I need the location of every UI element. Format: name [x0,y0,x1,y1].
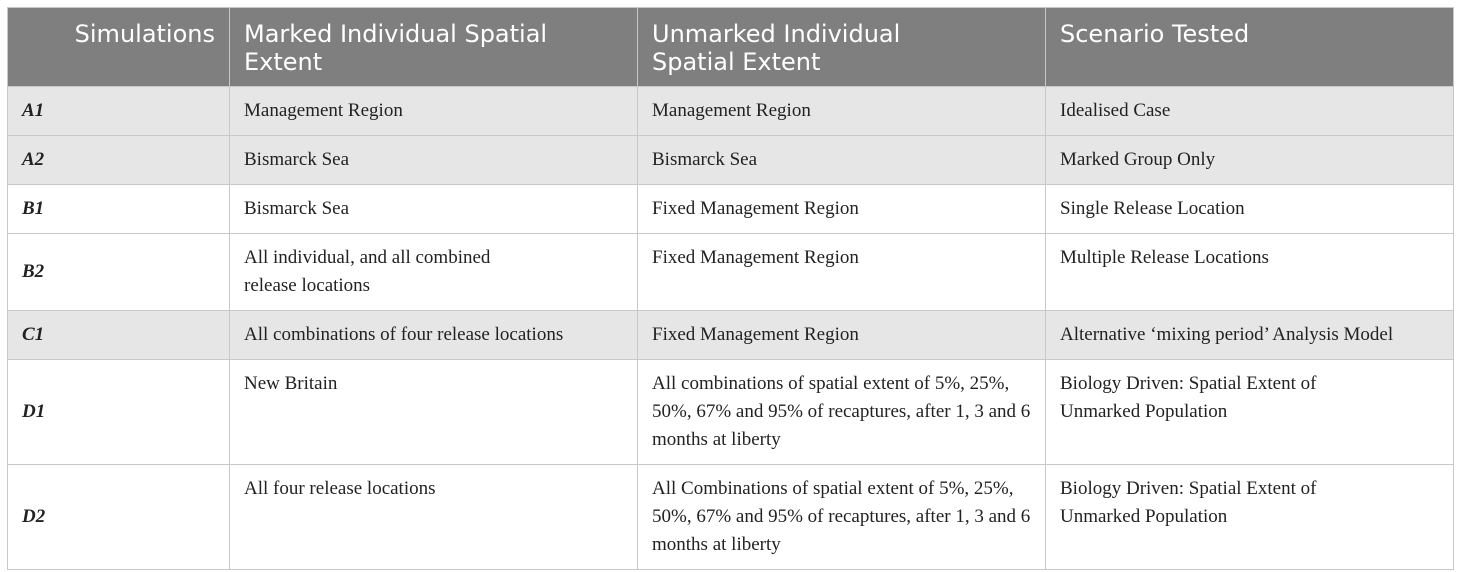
unmarked-extent-cell: Fixed Management Region [637,310,1046,360]
simulations-table: Simulations Marked Individual Spatial Ex… [7,7,1454,570]
scenario-cell: Biology Driven: Spatial Extent of Unmark… [1045,359,1454,465]
unmarked-extent-cell: Fixed Management Region [637,184,1046,234]
table-row: A2 Bismarck Sea Bismarck Sea Marked Grou… [7,135,1454,185]
scenario-cell: Alternative ‘mixing period’ Analysis Mod… [1045,310,1454,360]
simulation-id: C1 [7,310,230,360]
header-unmarked-extent-text: Unmarked Individual Spatial Extent [652,20,901,76]
table-row: A1 Management Region Management Region I… [7,86,1454,136]
header-simulations: Simulations [7,7,230,87]
table-row: B1 Bismarck Sea Fixed Management Region … [7,184,1454,234]
table-row: D2 All four release locations All Combin… [7,464,1454,570]
unmarked-extent-cell: Fixed Management Region [637,233,1046,311]
marked-extent-cell: All combinations of four release locatio… [229,310,638,360]
unmarked-extent-cell: All Combinations of spatial extent of 5%… [637,464,1046,570]
header-marked-extent: Marked Individual Spatial Extent [229,7,638,87]
unmarked-extent-cell: Management Region [637,86,1046,136]
scenario-cell: Single Release Location [1045,184,1454,234]
simulation-id: D1 [7,359,230,465]
simulation-id: D2 [7,464,230,570]
scenario-cell: Idealised Case [1045,86,1454,136]
marked-extent-cell: Bismarck Sea [229,184,638,234]
marked-extent-cell: Bismarck Sea [229,135,638,185]
scenario-cell: Multiple Release Locations [1045,233,1454,311]
marked-extent-cell: New Britain [229,359,638,465]
simulation-id: A2 [7,135,230,185]
scenario-cell: Marked Group Only [1045,135,1454,185]
scenario-text: Biology Driven: Spatial Extent of Unmark… [1060,478,1317,527]
header-scenario: Scenario Tested [1045,7,1454,87]
unmarked-extent-cell: Bismarck Sea [637,135,1046,185]
simulation-id: A1 [7,86,230,136]
marked-extent-cell: Management Region [229,86,638,136]
marked-extent-text: All individual, and all combined release… [244,247,491,296]
scenario-cell: Biology Driven: Spatial Extent of Unmark… [1045,464,1454,570]
table-row: B2 All individual, and all combined rele… [7,233,1454,311]
table-row: C1 All combinations of four release loca… [7,310,1454,360]
simulation-id: B2 [7,233,230,311]
marked-extent-cell: All individual, and all combined release… [229,233,638,311]
header-row: Simulations Marked Individual Spatial Ex… [7,7,1454,87]
header-unmarked-extent: Unmarked Individual Spatial Extent [637,7,1046,87]
scenario-text: Biology Driven: Spatial Extent of Unmark… [1060,373,1317,422]
unmarked-extent-cell: All combinations of spatial extent of 5%… [637,359,1046,465]
marked-extent-cell: All four release locations [229,464,638,570]
simulation-id: B1 [7,184,230,234]
table-row: D1 New Britain All combinations of spati… [7,359,1454,465]
